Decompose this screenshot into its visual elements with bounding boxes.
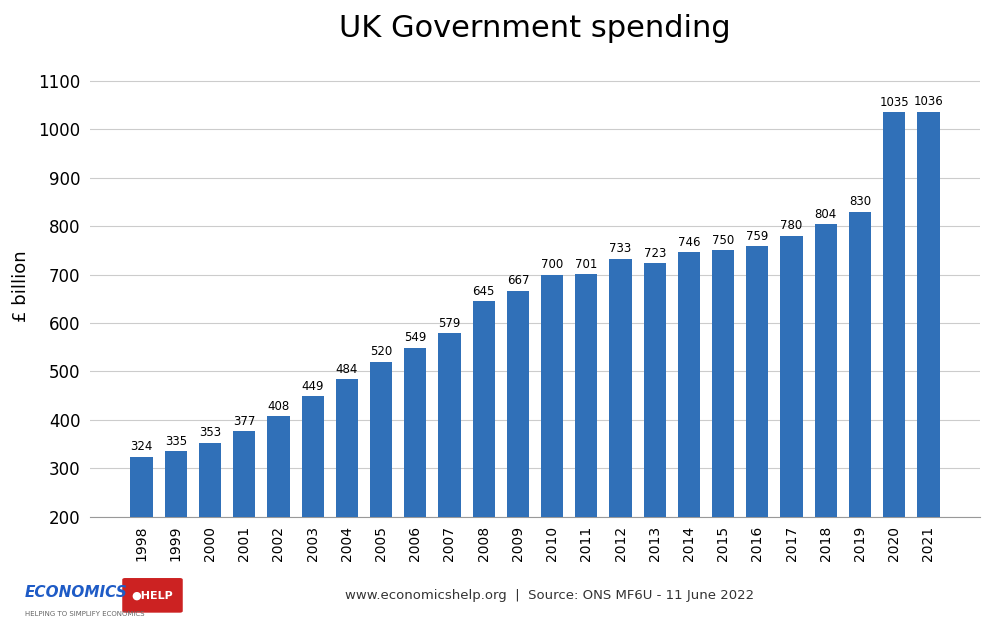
Bar <box>883 112 905 614</box>
Bar <box>130 457 153 614</box>
Text: 377: 377 <box>233 415 255 428</box>
Text: 750: 750 <box>712 234 734 247</box>
Bar <box>370 362 392 614</box>
Bar <box>336 379 358 614</box>
Bar <box>712 250 734 614</box>
Bar <box>404 348 426 614</box>
Text: 449: 449 <box>301 380 324 392</box>
Bar <box>438 333 461 614</box>
Text: 723: 723 <box>644 247 666 260</box>
Text: 579: 579 <box>438 317 461 329</box>
Text: 1036: 1036 <box>914 96 943 108</box>
Bar <box>780 236 803 614</box>
Bar <box>233 431 255 614</box>
Text: 520: 520 <box>370 345 392 358</box>
Text: 804: 804 <box>815 208 837 220</box>
Bar <box>267 416 290 614</box>
Title: UK Government spending: UK Government spending <box>339 14 731 43</box>
Text: 484: 484 <box>336 363 358 375</box>
Text: ●HELP: ●HELP <box>132 590 173 600</box>
Bar <box>302 396 324 614</box>
Bar <box>609 258 632 614</box>
Bar <box>165 451 187 614</box>
Text: 701: 701 <box>575 258 598 271</box>
Bar <box>849 212 871 614</box>
Text: 408: 408 <box>267 399 290 413</box>
Text: 733: 733 <box>609 242 632 255</box>
Bar <box>575 274 597 614</box>
Bar <box>678 252 700 614</box>
Text: 324: 324 <box>130 440 153 453</box>
Bar <box>199 442 221 614</box>
Text: 645: 645 <box>472 285 495 298</box>
Text: 700: 700 <box>541 258 563 271</box>
Text: 759: 759 <box>746 229 769 243</box>
Bar <box>507 290 529 614</box>
Text: www.economicshelp.org  |  Source: ONS MF6U - 11 June 2022: www.economicshelp.org | Source: ONS MF6U… <box>345 589 755 602</box>
Bar <box>815 224 837 614</box>
Text: HELPING TO SIMPLIFY ECONOMICS: HELPING TO SIMPLIFY ECONOMICS <box>25 611 144 617</box>
Text: 667: 667 <box>507 274 529 287</box>
Text: 830: 830 <box>849 195 871 209</box>
Text: ECONOMICS: ECONOMICS <box>25 585 128 600</box>
Bar <box>746 246 768 614</box>
Text: 746: 746 <box>678 236 700 249</box>
FancyBboxPatch shape <box>122 578 183 612</box>
Bar <box>917 112 940 614</box>
Text: 335: 335 <box>165 435 187 448</box>
Bar <box>473 301 495 614</box>
Bar <box>541 275 563 614</box>
Bar <box>644 263 666 614</box>
Text: 549: 549 <box>404 331 426 344</box>
Y-axis label: £ billion: £ billion <box>12 251 30 323</box>
Text: 353: 353 <box>199 426 221 439</box>
Text: 1035: 1035 <box>879 96 909 109</box>
Text: 780: 780 <box>780 219 803 232</box>
